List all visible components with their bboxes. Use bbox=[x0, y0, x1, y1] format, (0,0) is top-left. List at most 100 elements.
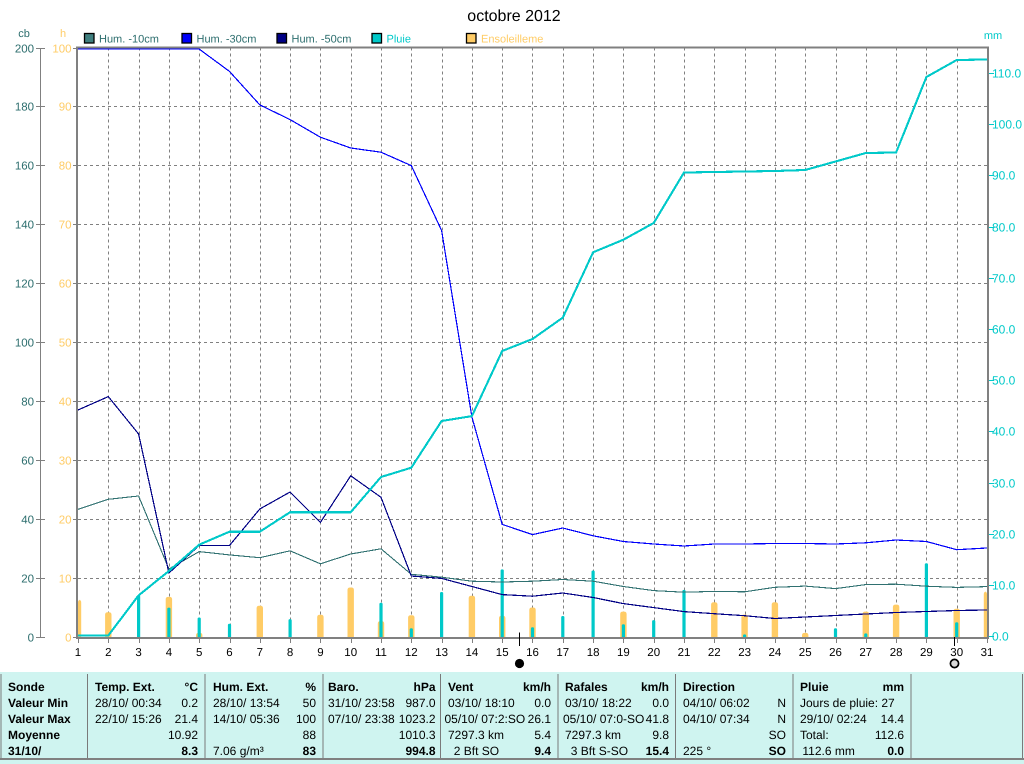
svg-text:9: 9 bbox=[317, 647, 323, 659]
svg-text:100: 100 bbox=[15, 338, 34, 350]
svg-text:12: 12 bbox=[405, 647, 418, 659]
svg-text:Pluie: Pluie bbox=[387, 34, 411, 46]
svg-text:28/10/ 00:34: 28/10/ 00:34 bbox=[95, 696, 162, 710]
svg-text:03/10/ 18:22: 03/10/ 18:22 bbox=[565, 696, 632, 710]
svg-text:2: 2 bbox=[105, 647, 111, 659]
svg-text:7.06 g/m³: 7.06 g/m³ bbox=[213, 744, 264, 758]
svg-text:Hum. -30cm: Hum. -30cm bbox=[197, 34, 257, 46]
svg-text:Temp. Ext.: Temp. Ext. bbox=[95, 680, 155, 694]
svg-text:Rafales: Rafales bbox=[565, 680, 608, 694]
svg-text:Ensoleilleme: Ensoleilleme bbox=[481, 34, 543, 46]
svg-text:29: 29 bbox=[920, 647, 933, 659]
svg-text:03/10/ 18:10: 03/10/ 18:10 bbox=[448, 696, 515, 710]
svg-text:17: 17 bbox=[556, 647, 569, 659]
svg-text:05/10/ 07:0-SO: 05/10/ 07:0-SO bbox=[563, 712, 644, 726]
svg-text:0.2: 0.2 bbox=[181, 696, 198, 710]
svg-text:112.6: 112.6 bbox=[875, 728, 904, 742]
svg-text:180: 180 bbox=[15, 102, 34, 114]
svg-text:21.4: 21.4 bbox=[175, 712, 199, 726]
svg-text:23: 23 bbox=[738, 647, 751, 659]
svg-text:11: 11 bbox=[375, 647, 387, 659]
svg-text:40: 40 bbox=[21, 515, 34, 527]
svg-text:16: 16 bbox=[526, 647, 539, 659]
svg-text:13: 13 bbox=[435, 647, 448, 659]
svg-text:40: 40 bbox=[59, 397, 72, 409]
svg-text:1: 1 bbox=[75, 647, 81, 659]
svg-text:0.0: 0.0 bbox=[992, 630, 1009, 644]
svg-text:Vent: Vent bbox=[448, 680, 473, 694]
svg-text:04/10/ 06:02: 04/10/ 06:02 bbox=[683, 696, 750, 710]
svg-text:Moyenne: Moyenne bbox=[8, 728, 60, 742]
svg-text:N: N bbox=[777, 712, 786, 726]
svg-text:Valeur Max: Valeur Max bbox=[8, 712, 71, 726]
svg-text:Pluie: Pluie bbox=[800, 680, 829, 694]
svg-text:Jours de pluie: 27: Jours de pluie: 27 bbox=[800, 696, 895, 710]
svg-text:8: 8 bbox=[287, 647, 293, 659]
svg-text:km/h: km/h bbox=[523, 680, 551, 694]
svg-text:7297.3 km: 7297.3 km bbox=[565, 728, 621, 742]
svg-text:14.4: 14.4 bbox=[881, 712, 905, 726]
svg-text:26.1: 26.1 bbox=[528, 712, 552, 726]
svg-text:994.8: 994.8 bbox=[405, 744, 435, 758]
svg-text:SO: SO bbox=[769, 728, 786, 742]
svg-text:octobre 2012: octobre 2012 bbox=[467, 8, 561, 25]
svg-text:Direction: Direction bbox=[683, 680, 735, 694]
svg-text:60: 60 bbox=[21, 456, 34, 468]
svg-text:Sonde: Sonde bbox=[8, 680, 45, 694]
svg-text:h: h bbox=[60, 28, 66, 40]
svg-text:80: 80 bbox=[59, 161, 72, 173]
svg-text:70.0: 70.0 bbox=[992, 272, 1016, 286]
svg-text:100.0: 100.0 bbox=[992, 118, 1022, 132]
svg-text:25: 25 bbox=[799, 647, 812, 659]
svg-text:29/10/ 02:24: 29/10/ 02:24 bbox=[800, 712, 867, 726]
svg-text:41.8: 41.8 bbox=[646, 712, 670, 726]
svg-text:6: 6 bbox=[226, 647, 232, 659]
svg-text:31/10/ 23:58: 31/10/ 23:58 bbox=[328, 696, 395, 710]
svg-text:mm: mm bbox=[984, 30, 1002, 42]
svg-text:140: 140 bbox=[15, 220, 34, 232]
svg-text:20: 20 bbox=[59, 515, 72, 527]
svg-text:987.0: 987.0 bbox=[405, 696, 435, 710]
svg-text:15.4: 15.4 bbox=[646, 744, 670, 758]
svg-text:3: 3 bbox=[135, 647, 141, 659]
svg-text:8.3: 8.3 bbox=[181, 744, 198, 758]
svg-text:110.0: 110.0 bbox=[992, 67, 1021, 81]
svg-text:100: 100 bbox=[296, 712, 316, 726]
svg-text:31: 31 bbox=[981, 647, 994, 659]
svg-text:31/10/: 31/10/ bbox=[8, 744, 42, 758]
svg-text:5.4: 5.4 bbox=[534, 728, 551, 742]
svg-text:50: 50 bbox=[303, 696, 317, 710]
svg-text:07/10/ 23:38: 07/10/ 23:38 bbox=[328, 712, 395, 726]
svg-text:83: 83 bbox=[303, 744, 317, 758]
svg-text:90.0: 90.0 bbox=[992, 169, 1016, 183]
svg-text:Hum. -10cm: Hum. -10cm bbox=[99, 34, 159, 46]
svg-text:Hum. Ext.: Hum. Ext. bbox=[213, 680, 268, 694]
svg-text:°C: °C bbox=[185, 680, 199, 694]
svg-text:30.0: 30.0 bbox=[992, 477, 1016, 491]
svg-text:5: 5 bbox=[196, 647, 202, 659]
svg-text:50: 50 bbox=[59, 338, 72, 350]
svg-text:22: 22 bbox=[708, 647, 721, 659]
svg-text:0.0: 0.0 bbox=[652, 696, 669, 710]
svg-text:10.92: 10.92 bbox=[168, 728, 198, 742]
svg-text:10: 10 bbox=[59, 574, 72, 586]
svg-text:0.0: 0.0 bbox=[887, 744, 904, 758]
svg-text:80.0: 80.0 bbox=[992, 221, 1016, 235]
svg-text:4: 4 bbox=[166, 647, 173, 659]
svg-text:2 Bft SO: 2 Bft SO bbox=[448, 744, 499, 758]
svg-text:225 °: 225 ° bbox=[683, 744, 711, 758]
svg-text:27: 27 bbox=[859, 647, 872, 659]
svg-text:9.8: 9.8 bbox=[652, 728, 669, 742]
svg-text:80: 80 bbox=[21, 397, 34, 409]
svg-text:40.0: 40.0 bbox=[992, 425, 1016, 439]
svg-text:cb: cb bbox=[18, 28, 30, 40]
svg-text:50.0: 50.0 bbox=[992, 374, 1016, 388]
svg-text:60: 60 bbox=[59, 279, 72, 291]
svg-text:120: 120 bbox=[15, 279, 34, 291]
svg-text:Total:: Total: bbox=[800, 728, 829, 742]
svg-text:%: % bbox=[305, 680, 316, 694]
svg-text:14/10/ 05:36: 14/10/ 05:36 bbox=[213, 712, 280, 726]
svg-text:22/10/ 15:26: 22/10/ 15:26 bbox=[95, 712, 162, 726]
svg-text:70: 70 bbox=[59, 220, 72, 232]
svg-text:1023.2: 1023.2 bbox=[399, 712, 436, 726]
